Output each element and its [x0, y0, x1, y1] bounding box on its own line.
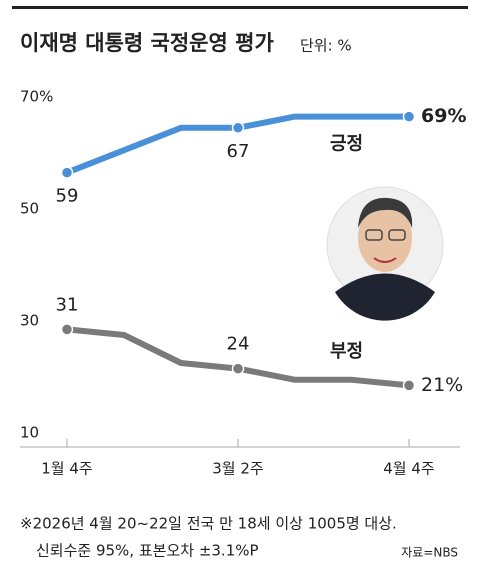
- data-label: 21%: [421, 374, 463, 396]
- y-tick-label: 70%: [20, 88, 53, 106]
- y-tick-label: 30: [20, 312, 39, 330]
- point: [60, 323, 74, 336]
- x-tick-label: 1월 4주: [41, 460, 92, 478]
- data-label: 31: [56, 294, 79, 315]
- source: 자료=NBS: [401, 546, 458, 560]
- data-label: 69%: [421, 105, 466, 127]
- series-label: 부정: [330, 341, 363, 362]
- chart-title: 이재명 대통령 국정운영 평가: [20, 31, 274, 55]
- x-tick-label: 3월 2주: [212, 460, 263, 478]
- data-label: 67: [227, 141, 250, 162]
- data-label: 59: [56, 186, 79, 207]
- point: [402, 110, 416, 123]
- data-label: 24: [227, 334, 250, 355]
- unit-label: 단위: %: [300, 37, 352, 55]
- point: [231, 362, 245, 375]
- point: [60, 166, 74, 179]
- portrait: [326, 186, 444, 321]
- x-tick-label: 4월 4주: [383, 460, 434, 478]
- series-label: 긍정: [330, 134, 363, 155]
- footnote: 신뢰수준 95%, 표본오차 ±3.1%P: [36, 542, 259, 560]
- top-rule: [12, 6, 468, 9]
- point: [402, 379, 416, 392]
- y-tick-label: 50: [20, 200, 39, 218]
- y-tick-label: 10: [20, 424, 39, 442]
- point: [231, 121, 245, 135]
- footnote: ※2026년 4월 20~22일 전국 만 18세 이상 1005명 대상.: [20, 515, 397, 533]
